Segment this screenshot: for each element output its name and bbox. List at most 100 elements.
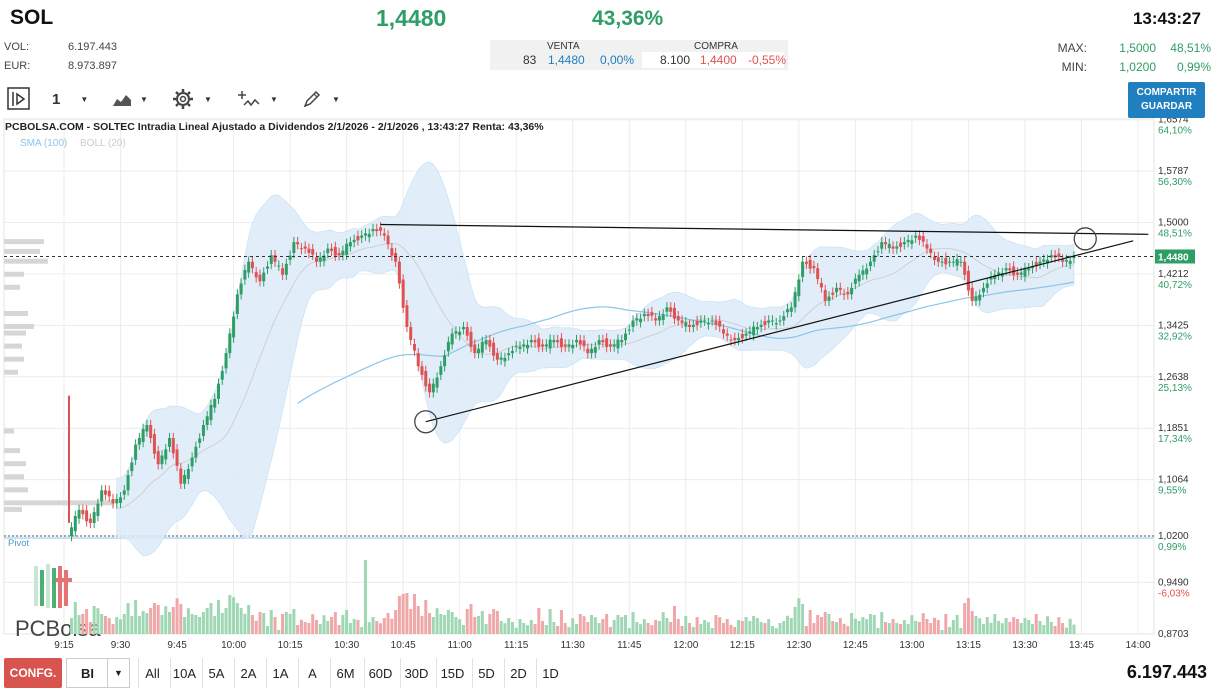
settings-select[interactable]: ▼ <box>172 86 212 112</box>
candle-body <box>307 248 311 253</box>
max-pct: 48,51% <box>1170 41 1211 55</box>
candle-body <box>288 255 292 260</box>
period-button-a[interactable]: A <box>298 658 326 688</box>
period-button-2d[interactable]: 2D <box>504 658 532 688</box>
interval-select[interactable]: 1 ▼ <box>52 86 88 112</box>
y-tick-price: 1,1851 <box>1158 423 1189 434</box>
volume-bar <box>149 608 153 634</box>
period-button-5d[interactable]: 5D <box>472 658 500 688</box>
candle-body <box>612 344 616 347</box>
volume-bar <box>891 619 895 634</box>
volume-bar <box>642 619 646 634</box>
y-tick-pct: 40,72% <box>1158 280 1192 291</box>
candle-body <box>450 333 454 345</box>
chart-title: PCBOLSA.COM - SOLTEC Intradia Lineal Aju… <box>5 121 544 133</box>
volume-bar <box>933 617 937 634</box>
candle-body <box>375 229 379 232</box>
candle-body <box>556 340 560 343</box>
volume-bar <box>861 617 865 634</box>
candle-body <box>1019 272 1023 275</box>
period-button-5a[interactable]: 5A <box>202 658 230 688</box>
volume-bar <box>1057 617 1061 634</box>
volume-bar <box>307 623 311 634</box>
period-button-all[interactable]: All <box>138 658 166 688</box>
chart-scale-select[interactable]: BI ▼ <box>66 658 130 688</box>
candle-body <box>360 235 364 238</box>
candle-body <box>484 340 488 345</box>
candle-body <box>477 348 481 354</box>
volume-bar <box>627 628 631 634</box>
candle-body <box>145 424 149 432</box>
candle-body <box>831 292 835 295</box>
candle-body <box>997 272 1001 275</box>
candle-body <box>522 344 526 347</box>
volume-bar <box>718 617 722 634</box>
period-button-1a[interactable]: 1A <box>266 658 294 688</box>
volume-bar <box>103 616 107 634</box>
period-button-60d[interactable]: 60D <box>364 658 396 688</box>
volume-bar <box>179 604 183 634</box>
volume-bar <box>250 615 254 634</box>
min-label: MIN: <box>1061 60 1087 74</box>
volume-bar <box>842 623 846 634</box>
period-button-15d[interactable]: 15D <box>436 658 468 688</box>
share-label: COMPARTIR <box>1136 87 1197 98</box>
chevron-down-icon: ▼ <box>140 94 148 104</box>
volume-bar <box>228 595 232 634</box>
candle-body <box>1042 259 1046 262</box>
candle-body <box>119 497 123 503</box>
trendline-annotations <box>4 223 1154 434</box>
candle-body <box>424 370 428 387</box>
candle-body <box>258 274 262 282</box>
period-button-10a[interactable]: 10A <box>170 658 198 688</box>
candle-body <box>277 265 281 267</box>
volume-bar <box>623 615 627 634</box>
volume-bar <box>921 613 925 634</box>
volume-bar <box>710 628 714 634</box>
candle-body <box>454 331 458 334</box>
chevron-down-icon: ▼ <box>270 94 278 104</box>
legend-sma: SMA (100) <box>20 138 67 149</box>
period-button-2a[interactable]: 2A <box>234 658 262 688</box>
indicators-select[interactable]: ▼ <box>238 86 278 112</box>
volume-bar <box>141 611 145 634</box>
y-tick-pct: 56,30% <box>1158 177 1192 188</box>
share-save-button[interactable]: COMPARTIR GUARDAR <box>1128 82 1205 118</box>
candle-body <box>846 292 850 295</box>
period-button-30d[interactable]: 30D <box>400 658 432 688</box>
candle-body <box>639 318 643 323</box>
volume-bar <box>477 616 481 634</box>
config-button[interactable]: CONFG. <box>4 658 62 688</box>
volume-bar <box>567 627 571 634</box>
volume-bar <box>265 626 269 634</box>
volume-bar <box>405 593 409 634</box>
save-label: GUARDAR <box>1140 101 1193 112</box>
volume-bar <box>910 615 914 634</box>
candle-body <box>85 510 89 522</box>
play-button[interactable] <box>6 86 32 112</box>
drawing-tools-select[interactable]: ▼ <box>302 86 340 112</box>
candle-body <box>134 444 138 460</box>
volume-bar <box>510 622 514 634</box>
candle-body <box>657 316 661 321</box>
volume-bar <box>115 617 119 634</box>
candle-body <box>944 257 948 265</box>
period-button-1d[interactable]: 1D <box>536 658 564 688</box>
candle-body <box>714 320 718 325</box>
plot-frame <box>3 118 1155 635</box>
max-label: MAX: <box>1057 41 1087 55</box>
x-tick-label: 10:30 <box>334 640 359 651</box>
period-button-6m[interactable]: 6M <box>330 658 360 688</box>
volume-bar <box>853 618 857 634</box>
candle-body <box>492 342 496 356</box>
candle-body <box>179 468 183 484</box>
candle-body <box>789 307 793 312</box>
candle-body <box>835 287 839 293</box>
bollinger-band <box>116 161 1075 557</box>
volume-bar <box>669 622 673 634</box>
chart-type-select[interactable]: ▼ <box>112 86 148 112</box>
volume-bar <box>695 617 699 634</box>
candle-body <box>774 323 778 325</box>
